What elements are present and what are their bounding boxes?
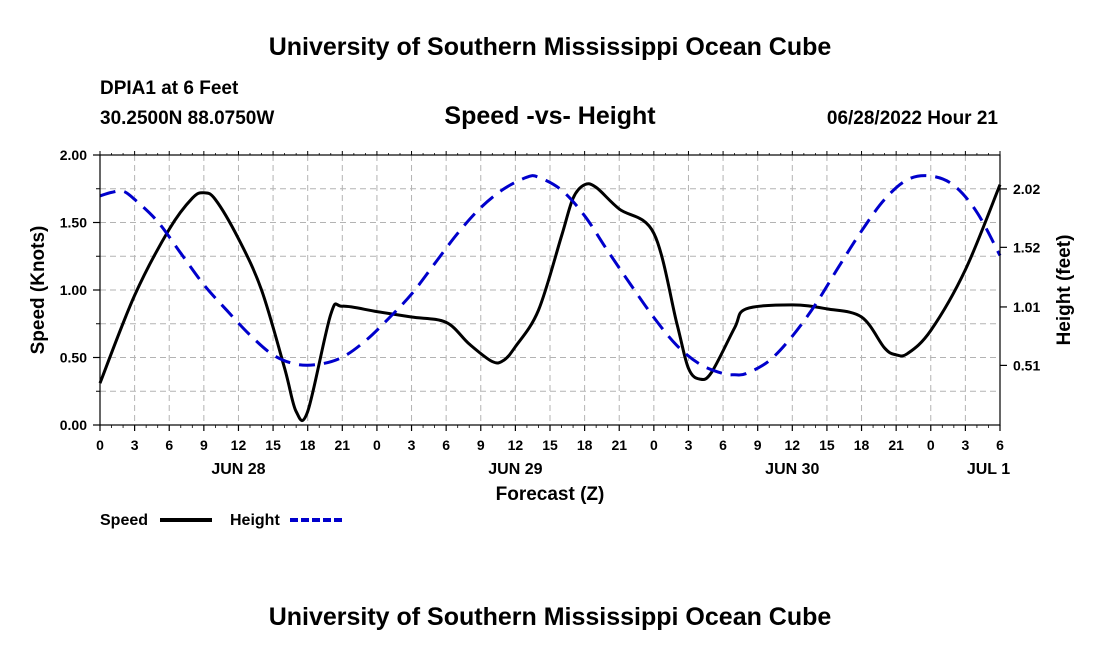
x-tick-label: 21 <box>335 437 351 453</box>
series-line-speed <box>98 182 1002 423</box>
y-right-tick-label: 2.02 <box>1013 181 1040 197</box>
legend: Speed Height <box>100 512 342 529</box>
x-tick-label: 3 <box>131 437 139 453</box>
x-tick-label: 15 <box>819 437 835 453</box>
y-right-tick-label: 1.01 <box>1013 299 1040 315</box>
x-tick-label: 15 <box>265 437 281 453</box>
chart-subtitle: Speed -vs- Height <box>444 102 656 130</box>
legend-speed-label: Speed <box>100 512 148 529</box>
y-right-tick-label: 1.52 <box>1013 239 1040 255</box>
axes-layer: 0 3 6 9 12 15 18 21 0 3 6 9 12 15 18 21 0 3 6 9 12 15 18 21 0 3 6 J… <box>60 147 1041 478</box>
x-tick-label: 0 <box>373 437 381 453</box>
y-left-tick-label: 1.00 <box>60 282 87 298</box>
page-title: University of Southern Mississippi Ocean… <box>269 33 832 61</box>
x-tick-label: 0 <box>650 437 658 453</box>
date-label: JUN 29 <box>488 461 542 478</box>
x-tick-label: 3 <box>685 437 693 453</box>
x-tick-label: 9 <box>477 437 485 453</box>
date-label: JUN 30 <box>765 461 819 478</box>
x-tick-label: 6 <box>996 437 1004 453</box>
series-layer <box>98 174 1002 423</box>
series-line-height <box>99 174 1002 377</box>
legend-height-label: Height <box>230 512 280 529</box>
x-axis-title: Forecast (Z) <box>496 484 605 505</box>
station-label: DPIA1 at 6 Feet <box>100 78 239 99</box>
x-tick-label: 6 <box>719 437 727 453</box>
x-tick-label: 12 <box>231 437 247 453</box>
x-tick-label: 18 <box>577 437 593 453</box>
x-tick-label: 0 <box>96 437 104 453</box>
date-label: JUN 28 <box>211 461 265 478</box>
x-tick-label: 6 <box>442 437 450 453</box>
x-tick-label: 21 <box>888 437 904 453</box>
left-axis-title: Speed (Knots) <box>28 226 49 355</box>
x-tick-label: 12 <box>785 437 801 453</box>
grid-lines <box>100 155 1000 425</box>
x-tick-label: 12 <box>508 437 524 453</box>
timestamp-label: 06/28/2022 Hour 21 <box>827 108 999 129</box>
date-label: JUL 1 <box>967 461 1010 478</box>
x-tick-label: 15 <box>542 437 558 453</box>
x-tick-label: 18 <box>854 437 870 453</box>
right-axis-title: Height (feet) <box>1054 235 1075 346</box>
x-tick-label: 3 <box>961 437 969 453</box>
y-left-tick-label: 2.00 <box>60 147 87 163</box>
coordinates-label: 30.2500N 88.0750W <box>100 108 274 129</box>
x-tick-label: 6 <box>165 437 173 453</box>
x-tick-label: 18 <box>300 437 316 453</box>
y-right-tick-label: 0.51 <box>1013 357 1040 373</box>
y-left-tick-label: 1.50 <box>60 215 87 231</box>
y-left-tick-label: 0.50 <box>60 350 87 366</box>
x-tick-label: 9 <box>200 437 208 453</box>
footer-title: University of Southern Mississippi Ocean… <box>269 603 832 631</box>
x-tick-label: 9 <box>754 437 762 453</box>
y-left-tick-label: 0.00 <box>60 417 87 433</box>
x-tick-label: 3 <box>408 437 416 453</box>
x-tick-label: 0 <box>927 437 935 453</box>
x-tick-label: 21 <box>611 437 627 453</box>
